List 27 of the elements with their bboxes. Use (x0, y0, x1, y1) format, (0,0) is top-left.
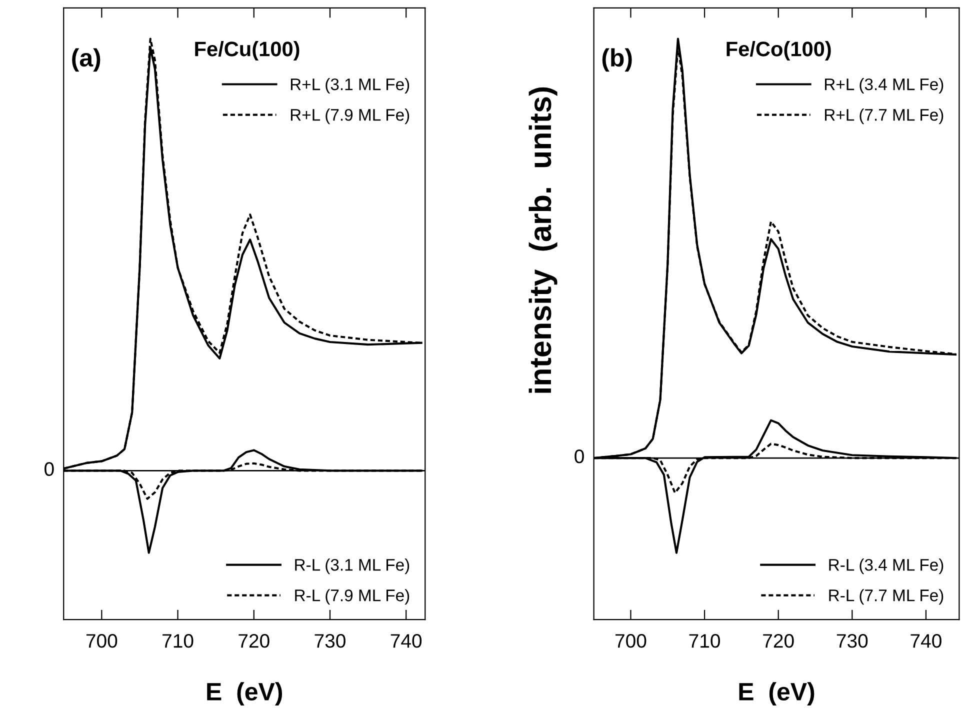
x-tick-label: 700 (86, 634, 118, 648)
legend-label: R-L (7.7 ML Fe) (829, 589, 944, 605)
chart-title: Fe/Co(100) (726, 41, 831, 60)
x-tick-label: 710 (689, 634, 720, 648)
legend-label: R+L (3.4 ML Fe) (825, 78, 944, 94)
x-tick-label: 740 (390, 634, 422, 648)
x-tick-label: 730 (836, 634, 868, 648)
x-tick-label: 710 (162, 634, 194, 648)
x-axis-title: E (eV) (207, 682, 282, 706)
legend-label: R-L (7.9 ML Fe) (295, 589, 410, 605)
x-tick-label: 700 (616, 634, 646, 648)
x-tick-label: 730 (314, 634, 346, 648)
chart-title: Fe/Cu(100) (195, 41, 300, 60)
x-tick-label: 720 (238, 634, 270, 648)
legend-label: R+L (3.1 ML Fe) (290, 78, 410, 94)
x-tick-label: 720 (763, 634, 794, 648)
ref-line-label: 0 (44, 462, 54, 476)
annotation: (b) (602, 48, 632, 72)
x-tick-label: 740 (910, 634, 942, 648)
x-axis-title: E (eV) (739, 682, 814, 706)
legend-label: R-L (3.1 ML Fe) (295, 558, 410, 574)
legend-label: R-L (3.4 ML Fe) (829, 558, 944, 574)
legend-label: R+L (7.7 ML Fe) (825, 108, 944, 124)
legend-label: R+L (7.9 ML Fe) (290, 108, 410, 124)
ref-line-label: 0 (574, 449, 584, 464)
annotation: (a) (72, 48, 100, 72)
y-axis-title: intensity (arb. units) (528, 87, 558, 393)
